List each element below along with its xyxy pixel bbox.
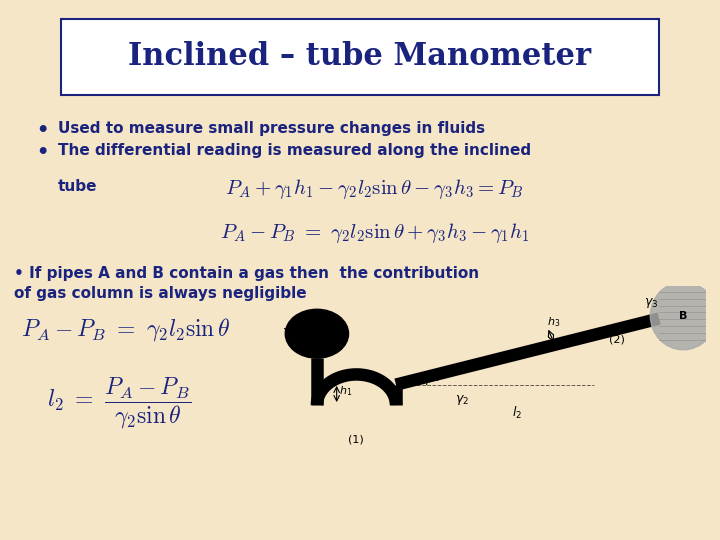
Text: $l_2$: $l_2$ [513, 405, 523, 421]
Circle shape [285, 309, 348, 358]
Text: of gas column is always negligible: of gas column is always negligible [14, 286, 307, 301]
Text: •: • [36, 143, 48, 162]
Text: B: B [679, 311, 688, 321]
FancyBboxPatch shape [61, 19, 659, 94]
Text: $\gamma_1$: $\gamma_1$ [282, 326, 296, 340]
Text: $\gamma_3$: $\gamma_3$ [644, 296, 658, 310]
Text: •: • [36, 122, 48, 140]
Ellipse shape [650, 282, 716, 350]
Text: $h_1$: $h_1$ [339, 384, 352, 398]
Text: $h_3$: $h_3$ [546, 315, 560, 329]
Text: $\theta$: $\theta$ [433, 370, 442, 382]
Text: $P_A - P_B \ = \ \gamma_2 l_2 \sin\theta$: $P_A - P_B \ = \ \gamma_2 l_2 \sin\theta… [22, 316, 230, 343]
Text: • If pipes A and B contain a gas then  the contribution: • If pipes A and B contain a gas then th… [14, 266, 480, 281]
Text: (2): (2) [609, 334, 625, 344]
Text: $\gamma_2$: $\gamma_2$ [455, 393, 469, 407]
Text: $l_2 \ = \ \dfrac{P_A - P_B}{\gamma_2 \sin\theta}$: $l_2 \ = \ \dfrac{P_A - P_B}{\gamma_2 \s… [47, 375, 191, 431]
Text: The differential reading is measured along the inclined: The differential reading is measured alo… [58, 143, 531, 158]
Text: $P_A - P_B \ = \ \gamma_2 l_2 \sin\theta + \gamma_3 h_3 - \gamma_1 h_1$: $P_A - P_B \ = \ \gamma_2 l_2 \sin\theta… [220, 221, 529, 245]
Text: tube: tube [58, 179, 97, 194]
Text: Used to measure small pressure changes in fluids: Used to measure small pressure changes i… [58, 122, 485, 137]
Text: Inclined – tube Manometer: Inclined – tube Manometer [128, 41, 592, 72]
Text: (1): (1) [348, 434, 364, 444]
Text: $P_A + \gamma_1 h_1 - \gamma_2 l_2 \sin\theta - \gamma_3 h_3 = P_B$: $P_A + \gamma_1 h_1 - \gamma_2 l_2 \sin\… [225, 177, 523, 201]
